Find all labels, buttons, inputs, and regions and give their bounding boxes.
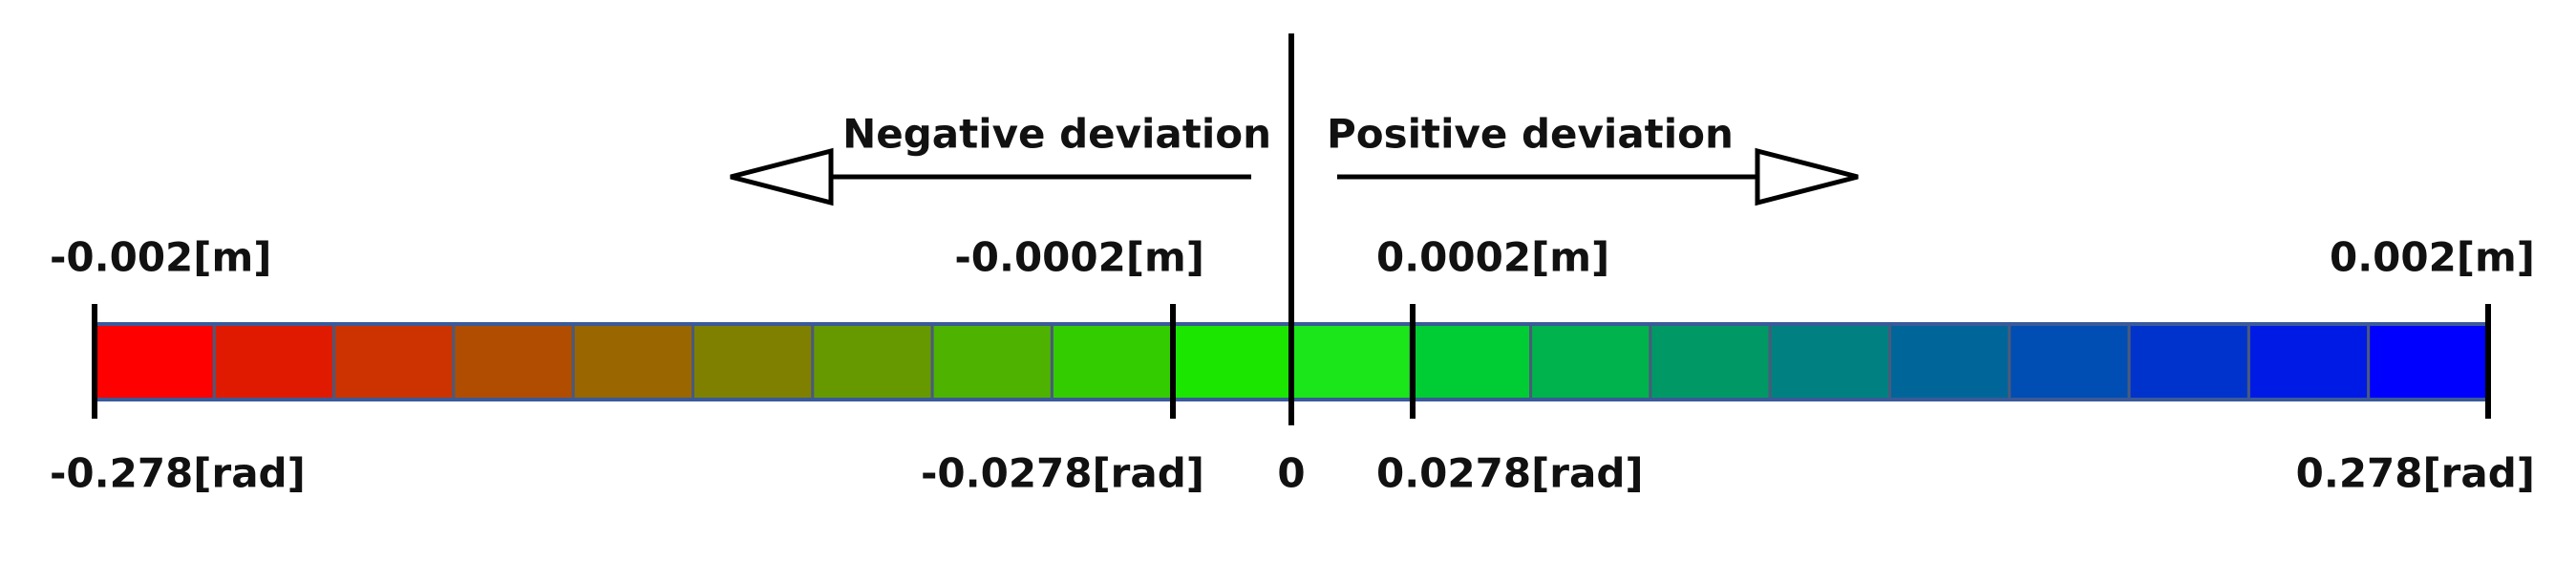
color-cell xyxy=(93,322,216,401)
color-cell xyxy=(2127,322,2250,401)
color-cell xyxy=(811,322,934,401)
color-cell xyxy=(2246,322,2371,401)
top-label: -0.0002[m] xyxy=(954,234,1204,281)
color-cell xyxy=(1888,322,2012,401)
color-cell xyxy=(212,322,336,401)
color-cell xyxy=(1050,322,1174,401)
color-cell xyxy=(452,322,575,401)
bottom-label: 0.278[rad] xyxy=(2296,450,2535,497)
top-label: 0.0002[m] xyxy=(1376,234,1609,281)
bottom-label: -0.278[rad] xyxy=(50,450,306,497)
bottom-label: -0.0278[rad] xyxy=(921,450,1204,497)
color-cell xyxy=(1768,322,1891,401)
color-cell xyxy=(2367,322,2490,401)
color-cell xyxy=(1409,322,1533,401)
color-cell xyxy=(692,322,815,401)
left-arrow xyxy=(730,147,1251,206)
top-label: -0.002[m] xyxy=(50,234,271,281)
color-cell xyxy=(332,322,456,401)
right-arrow xyxy=(1337,147,1859,206)
bottom-label: 0 xyxy=(1277,450,1305,497)
color-cell xyxy=(1170,322,1293,401)
color-cell xyxy=(1529,322,1652,401)
color-cell xyxy=(1649,322,1772,401)
color-cell xyxy=(2008,322,2131,401)
arrow-label: Positive deviation xyxy=(1327,111,1734,158)
color-cell xyxy=(930,322,1054,401)
arrow-label: Negative deviation xyxy=(842,111,1271,158)
color-cell xyxy=(571,322,695,401)
top-label: 0.002[m] xyxy=(2330,234,2535,281)
bottom-label: 0.0278[rad] xyxy=(1376,450,1644,497)
color-cell xyxy=(1289,322,1413,401)
